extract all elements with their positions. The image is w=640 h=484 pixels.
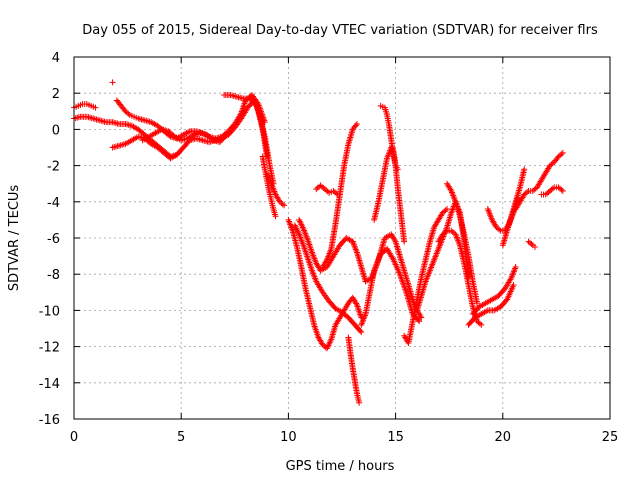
- data-marker: [279, 201, 286, 208]
- data-marker: [121, 106, 128, 113]
- data-point: [354, 120, 361, 127]
- y-tick-label: -12: [39, 341, 60, 356]
- data-point: [418, 314, 425, 321]
- data-series: [371, 144, 408, 245]
- data-point: [223, 131, 230, 138]
- y-tick-label: -8: [47, 268, 60, 283]
- data-series: [349, 231, 425, 321]
- data-series: [345, 334, 363, 406]
- y-axis-label: SDTVAR / TECUs: [7, 185, 22, 292]
- data-point: [444, 206, 451, 213]
- y-tick-label: -6: [47, 232, 60, 247]
- grid-layer: [74, 57, 610, 419]
- data-series: [109, 133, 180, 162]
- data-marker: [558, 186, 565, 193]
- data-marker: [417, 313, 424, 320]
- data-point: [474, 300, 481, 307]
- data-point: [512, 263, 519, 270]
- x-tick-label: 15: [387, 430, 404, 445]
- data-point: [559, 187, 566, 194]
- data-marker: [558, 151, 565, 158]
- data-series: [263, 171, 288, 209]
- data-series: [525, 238, 538, 251]
- data-series: [469, 263, 519, 318]
- data-point: [521, 166, 528, 173]
- data-point: [478, 321, 485, 328]
- data-series: [296, 216, 356, 274]
- y-tick-label: -14: [39, 377, 60, 392]
- data-marker: [125, 110, 132, 117]
- data-series: [71, 97, 270, 160]
- data-series: [109, 79, 116, 86]
- data-series: [377, 102, 401, 173]
- data-marker: [496, 226, 503, 233]
- data-point: [92, 104, 99, 111]
- data-marker: [222, 133, 229, 140]
- data-series: [401, 206, 451, 346]
- x-tick-label: 5: [177, 430, 185, 445]
- data-point: [531, 244, 538, 251]
- data-marker: [442, 207, 449, 214]
- data-marker: [447, 186, 454, 193]
- data-point: [173, 151, 180, 158]
- data-point: [394, 166, 401, 173]
- data-marker: [357, 327, 364, 334]
- y-tick-label: 0: [52, 123, 60, 138]
- y-tick-label: -16: [39, 413, 60, 428]
- data-marker: [524, 189, 531, 196]
- chart-title: Day 055 of 2015, Sidereal Day-to-day VTE…: [82, 23, 598, 38]
- data-series: [221, 92, 277, 187]
- data-series: [291, 222, 365, 336]
- data-series: [444, 180, 481, 307]
- data-point: [510, 282, 517, 289]
- data-point: [401, 238, 408, 245]
- data-marker: [415, 317, 422, 324]
- x-axis-label: GPS time / hours: [286, 459, 395, 474]
- data-marker: [391, 237, 398, 244]
- data-series: [499, 166, 528, 249]
- data-point: [356, 399, 363, 406]
- data-marker: [323, 258, 330, 265]
- data-marker: [442, 228, 449, 235]
- data-point: [272, 213, 279, 220]
- ticks-layer: 0 5 10 15 20 25 -16 -14 -12 -10 -8 -6 -4 -2 0 2 4: [39, 51, 619, 445]
- data-point: [358, 329, 365, 336]
- data-series: [71, 101, 99, 111]
- data-point: [416, 318, 423, 325]
- data-marker: [352, 122, 359, 129]
- data-marker: [528, 241, 535, 248]
- data-series: [319, 120, 361, 270]
- data-series: [313, 182, 341, 198]
- data-marker: [554, 154, 561, 161]
- x-tick-label: 10: [280, 430, 297, 445]
- y-tick-label: -10: [39, 304, 60, 319]
- y-tick-label: 4: [52, 51, 60, 66]
- data-series: [358, 245, 423, 328]
- y-tick-label: -4: [47, 196, 60, 211]
- y-tick-label: -2: [47, 160, 60, 175]
- data-marker: [549, 160, 556, 167]
- data-marker: [476, 320, 483, 327]
- x-tick-label: 0: [70, 430, 78, 445]
- x-tick-label: 20: [495, 430, 512, 445]
- data-marker: [353, 300, 360, 307]
- marks-layer: [71, 79, 566, 406]
- x-tick-label: 25: [602, 430, 619, 445]
- data-point: [281, 202, 288, 209]
- data-point: [559, 149, 566, 156]
- data-series: [285, 216, 365, 352]
- data-point: [109, 79, 116, 86]
- data-series: [139, 126, 230, 146]
- data-marker: [549, 185, 556, 192]
- data-series: [512, 149, 566, 213]
- y-tick-label: 2: [52, 87, 60, 102]
- data-series: [538, 184, 566, 198]
- data-series: [465, 282, 517, 328]
